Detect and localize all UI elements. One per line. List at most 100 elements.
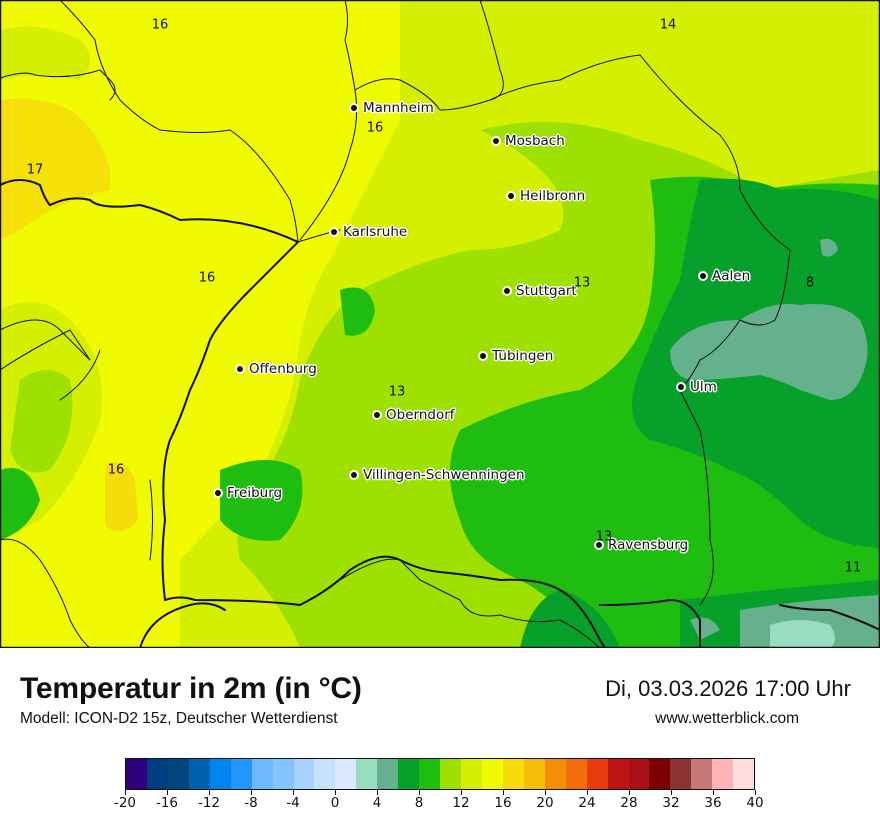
colorbar-bin xyxy=(230,759,252,789)
temperature-value-label: 16 xyxy=(107,462,125,478)
temperature-field xyxy=(0,0,880,648)
city-label: Ulm xyxy=(690,379,717,395)
city-label: Ravensburg xyxy=(608,537,689,553)
colorbar-tick-label: -8 xyxy=(244,795,258,811)
colorbar-tick-label: 40 xyxy=(746,795,764,811)
colorbar-bin xyxy=(440,759,461,789)
temperature-value-label: 13 xyxy=(573,275,591,291)
colorbar xyxy=(125,758,755,790)
city-marker: Karlsruhe xyxy=(331,224,407,240)
city-dot-icon xyxy=(508,193,514,199)
city-dot-icon xyxy=(493,138,499,144)
city-label: Villingen-Schwenningen xyxy=(363,467,525,483)
colorbar-bin xyxy=(251,759,273,789)
model-subtitle: Modell: ICON-D2 15z, Deutscher Wetterdie… xyxy=(20,710,338,727)
colorbar-tick-label: -4 xyxy=(286,795,300,811)
city-label: Mosbach xyxy=(505,133,565,149)
city-label: Oberndorf xyxy=(386,407,455,423)
city-dot-icon xyxy=(678,384,684,390)
chart-title: Temperatur in 2m (in °C) xyxy=(20,672,362,705)
city-marker: Mannheim xyxy=(351,100,434,116)
colorbar-bin xyxy=(398,759,420,789)
colorbar-tick-label: -16 xyxy=(155,795,179,811)
city-dot-icon xyxy=(237,366,243,372)
colorbar-bin xyxy=(649,759,671,789)
city-dot-icon xyxy=(331,229,337,235)
temperature-value-label: 16 xyxy=(151,17,169,33)
city-label: Karlsruhe xyxy=(343,224,408,240)
colorbar-bin xyxy=(691,759,713,789)
city-marker: Ulm xyxy=(678,379,717,395)
colorbar-bin xyxy=(502,759,524,789)
colorbar-bin xyxy=(126,759,147,789)
colorbar-bin xyxy=(628,759,650,789)
colorbar-tick-label: 16 xyxy=(494,795,512,811)
temperature-value-label: 8 xyxy=(805,275,815,291)
colorbar-bin xyxy=(356,759,378,789)
colorbar-tick-label: 20 xyxy=(536,795,554,811)
city-marker: Stuttgart xyxy=(504,283,577,299)
city-marker: Heilbronn xyxy=(508,188,585,204)
temperature-value-label: 17 xyxy=(26,162,44,178)
city-marker: Villingen-Schwenningen xyxy=(351,467,525,483)
temperature-value-label: 13 xyxy=(595,529,613,545)
city-marker: Ravensburg xyxy=(596,537,688,553)
city-label: Mannheim xyxy=(363,100,434,116)
website-link[interactable]: www.wetterblick.com xyxy=(655,710,799,727)
colorbar-tick-label: 32 xyxy=(662,795,680,811)
colorbar-tick-label: 4 xyxy=(372,795,382,811)
colorbar-bin xyxy=(733,759,755,789)
colorbar-bin xyxy=(314,759,336,789)
city-dot-icon xyxy=(504,288,510,294)
city-marker: Freiburg xyxy=(215,485,282,501)
city-marker: Mosbach xyxy=(493,133,565,149)
colorbar-bin xyxy=(335,759,357,789)
temperature-value-label: 14 xyxy=(659,17,677,33)
city-label: Offenburg xyxy=(249,361,317,377)
colorbar-bin xyxy=(481,759,503,789)
temperature-value-label: 16 xyxy=(366,120,384,136)
colorbar-bin xyxy=(419,759,441,789)
colorbar-bin xyxy=(209,759,231,789)
colorbar-bin xyxy=(586,759,608,789)
temperature-value-label: 16 xyxy=(198,270,216,286)
colorbar-bin xyxy=(544,759,566,789)
city-dot-icon xyxy=(215,490,221,496)
city-label: Tübingen xyxy=(492,348,554,364)
colorbar-tick-label: -20 xyxy=(113,795,137,811)
city-dot-icon xyxy=(351,105,357,111)
colorbar-bin xyxy=(461,759,482,789)
colorbar-bin xyxy=(712,759,734,789)
colorbar-tick-label: 12 xyxy=(452,795,470,811)
colorbar-tick-label: 28 xyxy=(620,795,638,811)
colorbar-bin xyxy=(167,759,189,789)
temperature-value-label: 11 xyxy=(844,560,862,576)
colorbar-tick-label: 36 xyxy=(704,795,722,811)
colorbar-tick-label: 8 xyxy=(414,795,424,811)
colorbar-bin xyxy=(146,759,168,789)
colorbar-bin xyxy=(565,759,587,789)
colorbar-bin xyxy=(272,759,294,789)
colorbar-bin xyxy=(377,759,399,789)
city-dot-icon xyxy=(700,273,706,279)
colorbar-bin xyxy=(607,759,629,789)
colorbar-tick-label: -12 xyxy=(197,795,221,811)
city-marker: Aalen xyxy=(700,268,750,284)
temperature-value-label: 13 xyxy=(388,384,406,400)
city-marker: Offenburg xyxy=(237,361,317,377)
colorbar-bin xyxy=(670,759,692,789)
city-label: Heilbronn xyxy=(520,188,586,204)
city-dot-icon xyxy=(596,542,602,548)
forecast-datetime: Di, 03.03.2026 17:00 Uhr xyxy=(605,676,851,701)
city-marker: Oberndorf xyxy=(374,407,455,423)
colorbar-bin xyxy=(188,759,210,789)
city-dot-icon xyxy=(480,353,486,359)
city-dot-icon xyxy=(351,472,357,478)
city-marker: Tübingen xyxy=(480,348,553,364)
colorbar-bin xyxy=(293,759,315,789)
city-dot-icon xyxy=(374,412,380,418)
colorbar-tick-label: 0 xyxy=(330,795,340,811)
city-label: Freiburg xyxy=(227,485,283,501)
city-label: Aalen xyxy=(712,268,751,284)
temperature-map: Mannheim Mosbach Heilbronn Karlsruhe Aalen St… xyxy=(0,0,880,648)
